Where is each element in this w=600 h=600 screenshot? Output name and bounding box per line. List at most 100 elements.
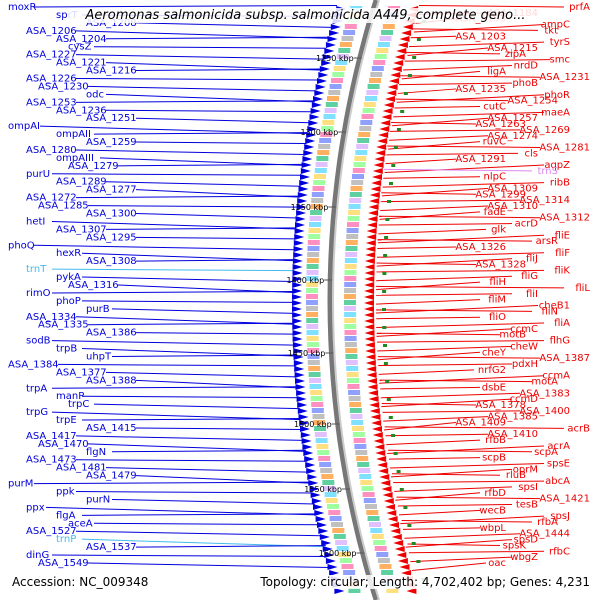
- cog-bar-forward: [344, 24, 357, 29]
- cog-bar-forward: [324, 108, 337, 113]
- cog-bar-reverse: [357, 462, 370, 467]
- cog-bar-reverse: [381, 30, 394, 35]
- leader-line: [386, 152, 519, 156]
- cog-bar-forward: [329, 84, 342, 89]
- kbp-tick-label: 1500 kbp: [294, 420, 332, 429]
- leader-line: [51, 386, 299, 389]
- cog-bar-forward: [331, 522, 343, 527]
- reverse-feature: [364, 270, 375, 276]
- cog-bar-reverse: [366, 510, 379, 515]
- cog-bar-forward: [306, 276, 319, 281]
- gene-label: ASA_1204: [56, 34, 107, 45]
- leader-line: [380, 392, 521, 399]
- forward-feature: [304, 456, 315, 462]
- forward-feature: [296, 390, 307, 396]
- leader-line: [412, 28, 539, 31]
- reverse-feature: [397, 42, 408, 48]
- forward-feature: [292, 342, 303, 348]
- forward-feature: [296, 210, 307, 216]
- gene-label: ASA_1279: [68, 161, 119, 172]
- gene-label: rfbC: [549, 546, 570, 557]
- forward-feature: [310, 108, 321, 114]
- gene-label: ASA_1307: [56, 224, 107, 235]
- cog-bar-reverse: [348, 396, 361, 401]
- cog-bar-reverse: [363, 102, 376, 107]
- cog-bar-forward: [310, 390, 323, 395]
- leader-line: [75, 530, 322, 537]
- leader-line: [381, 402, 477, 406]
- leader-line: [411, 562, 487, 571]
- cog-bar-reverse: [360, 120, 373, 125]
- gc-marker: [407, 524, 412, 527]
- gene-label: ASA_1415: [86, 423, 137, 434]
- gene-label: ASA_1384: [8, 359, 59, 370]
- leader-line: [383, 168, 533, 172]
- cog-bar-reverse: [371, 534, 384, 539]
- leader-line: [401, 520, 533, 523]
- backbone-outer: [327, 0, 379, 600]
- cog-bar-forward: [315, 438, 328, 443]
- gene-label: ASA_1388: [86, 375, 137, 386]
- forward-feature: [294, 366, 305, 372]
- reverse-feature: [364, 324, 375, 330]
- gene-label: ASA_1295: [86, 232, 137, 243]
- reverse-feature: [366, 228, 377, 234]
- cog-bar-reverse: [344, 306, 356, 311]
- gene-label: flhG: [550, 336, 570, 347]
- forward-feature: [293, 240, 304, 246]
- gc-marker: [391, 434, 395, 437]
- forward-feature: [309, 486, 320, 492]
- reverse-feature: [365, 240, 376, 246]
- forward-feature: [322, 546, 333, 552]
- gc-marker: [412, 56, 417, 59]
- leader-line: [376, 258, 513, 267]
- reverse-feature: [394, 54, 405, 60]
- backbone-inner: [331, 0, 381, 600]
- gene-label: ASA_1253: [26, 97, 77, 108]
- gene-label: flgN: [86, 447, 106, 458]
- gene-label: abcA: [545, 476, 570, 487]
- gene-label: ASA_1549: [38, 558, 89, 569]
- gene-label: maeA: [541, 107, 570, 118]
- leader-line: [408, 41, 545, 48]
- gene-label: sodB: [26, 336, 51, 347]
- gene-label: ASA_1410: [487, 429, 538, 440]
- gene-label: trnS: [537, 166, 558, 177]
- gene-label: ASA_1285: [38, 201, 89, 212]
- forward-feature: [292, 336, 303, 342]
- forward-feature: [295, 222, 305, 228]
- gene-label: ASA_1208: [86, 18, 137, 29]
- leader-line: [81, 538, 324, 548]
- cog-bar-forward: [336, 546, 349, 551]
- cog-bar-forward: [306, 258, 319, 263]
- forward-feature: [300, 432, 311, 438]
- cog-bar-forward: [338, 48, 351, 53]
- reverse-feature: [375, 150, 386, 156]
- gc-marker: [383, 344, 387, 347]
- gene-label: phoQ: [8, 240, 35, 251]
- cog-bar-reverse: [363, 498, 376, 503]
- forward-feature: [308, 120, 319, 126]
- forward-feature: [322, 54, 333, 60]
- leader-line: [135, 117, 311, 124]
- gc-marker: [389, 182, 393, 185]
- reverse-feature: [377, 138, 388, 144]
- forward-feature: [317, 78, 327, 84]
- reverse-feature: [379, 126, 390, 132]
- leader-line: [33, 244, 296, 251]
- forward-feature: [297, 408, 308, 414]
- reverse-feature: [368, 390, 379, 396]
- forward-feature: [313, 96, 323, 102]
- cog-bar-reverse: [344, 300, 356, 305]
- cog-bar-forward: [319, 138, 332, 143]
- gene-label: ASA_1378: [475, 400, 526, 411]
- leader-line: [75, 77, 319, 81]
- cog-bar-forward: [335, 540, 348, 545]
- forward-feature: [300, 168, 311, 174]
- leader-line: [105, 181, 301, 187]
- gene-label: ASA_1377: [56, 367, 107, 378]
- kbp-tick-label: 1350 kbp: [291, 203, 329, 212]
- cog-bar-reverse: [352, 432, 365, 437]
- leader-line: [75, 195, 299, 199]
